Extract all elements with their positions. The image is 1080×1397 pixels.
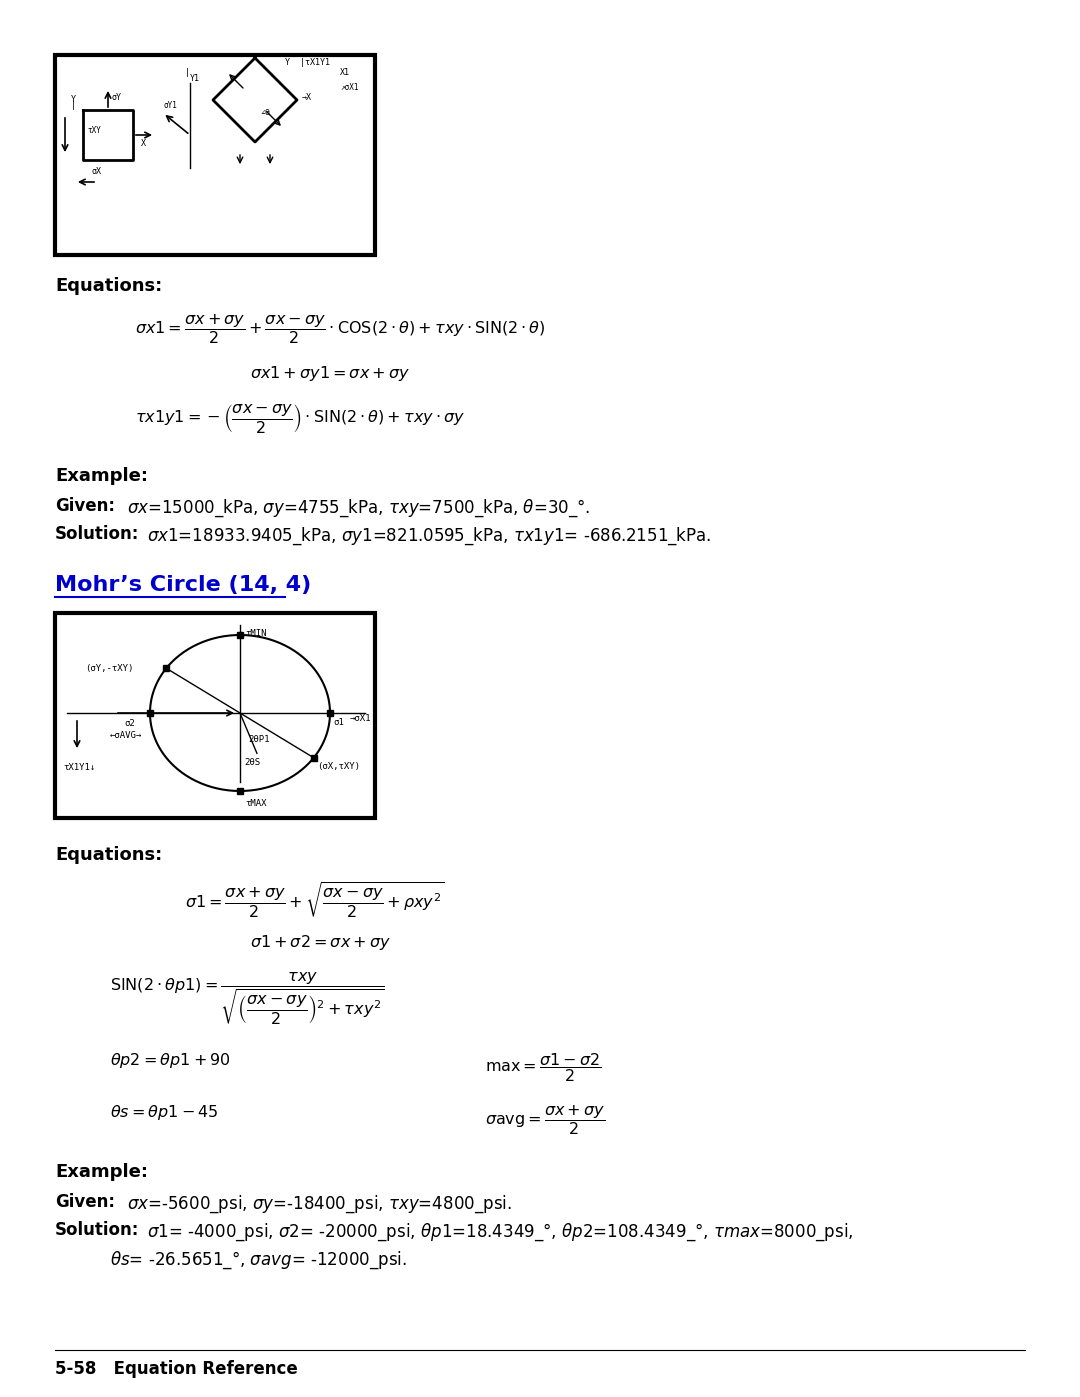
Text: EXIT: EXIT [312, 799, 334, 809]
Text: Given:: Given: [55, 497, 114, 515]
Text: 5-58   Equation Reference: 5-58 Equation Reference [55, 1361, 298, 1377]
Text: ∠θ: ∠θ [260, 108, 270, 117]
Text: VARS: VARS [164, 799, 186, 809]
Text: VARS: VARS [164, 236, 186, 246]
Text: →X: →X [302, 94, 312, 102]
Bar [55, 54, 375, 256]
Text: EQN: EQN [117, 236, 133, 246]
Text: Solution:: Solution: [55, 1221, 139, 1239]
Text: (σX,τXY): (σX,τXY) [316, 761, 360, 771]
Text: σX: σX [91, 168, 102, 176]
Text: $\sigma 1$= -4000_psi, $\sigma 2$= -20000_psi, $\theta p1$=18.4349_°, $\theta p2: $\sigma 1$= -4000_psi, $\sigma 2$= -2000… [147, 1221, 853, 1242]
Text: Y  |τX1Y1: Y |τX1Y1 [285, 59, 330, 67]
Text: $\mathrm{SIN}(2\cdot\theta p1)=\dfrac{\tau xy}{\sqrt{\left(\dfrac{\sigma x-\sigm: $\mathrm{SIN}(2\cdot\theta p1)=\dfrac{\t… [110, 971, 384, 1028]
Text: |: | [71, 101, 76, 110]
Bar [152, 793, 198, 814]
Text: 2θS: 2θS [244, 759, 260, 767]
Text: $\theta s$= -26.5651_°, $\sigma avg$= -12000_psi.: $\theta s$= -26.5651_°, $\sigma avg$= -1… [110, 1249, 407, 1270]
Text: $\theta s=\theta p1-45$: $\theta s=\theta p1-45$ [110, 1104, 218, 1122]
Text: $\sigma x1+\sigma y1=\sigma x+\sigma y$: $\sigma x1+\sigma y1=\sigma x+\sigma y$ [249, 365, 410, 383]
Text: $\sigma 1+\sigma 2=\sigma x+\sigma y$: $\sigma 1+\sigma 2=\sigma x+\sigma y$ [249, 933, 391, 951]
Text: τX1Y1↓: τX1Y1↓ [63, 763, 95, 773]
Bar [203, 231, 239, 251]
Text: σ2: σ2 [124, 719, 135, 728]
Text: σY1: σY1 [163, 101, 177, 110]
Bar [303, 231, 343, 251]
Text: $\sigma x1 = \dfrac{\sigma x+\sigma y}{2}+\dfrac{\sigma x-\sigma y}{2}\cdot\math: $\sigma x1 = \dfrac{\sigma x+\sigma y}{2… [135, 312, 545, 346]
Bar [243, 793, 299, 814]
Text: (σY,-τXY): (σY,-τXY) [85, 664, 133, 673]
Text: →σX1: →σX1 [350, 714, 372, 724]
Bar [243, 231, 299, 251]
Text: τXY: τXY [87, 126, 100, 136]
Text: SOLV: SOLV [68, 236, 90, 246]
Bar [59, 231, 99, 251]
Text: Example:: Example: [55, 1162, 148, 1180]
Text: $\tau x1y1=-\left(\dfrac{\sigma x-\sigma y}{2}\right)\cdot\mathrm{SIN}(2\cdot\th: $\tau x1y1=-\left(\dfrac{\sigma x-\sigma… [135, 402, 465, 434]
Text: Y1: Y1 [190, 74, 200, 82]
Text: X1: X1 [340, 68, 350, 77]
Text: $\theta p2=\theta p1+90$: $\theta p2=\theta p1+90$ [110, 1051, 231, 1070]
Text: SOLV: SOLV [68, 799, 90, 809]
Text: |: | [185, 68, 190, 77]
Text: PIC: PIC [213, 799, 229, 809]
Text: $\sigma\mathrm{avg}=\dfrac{\sigma x+\sigma y}{2}$: $\sigma\mathrm{avg}=\dfrac{\sigma x+\sig… [485, 1104, 605, 1137]
Bar [103, 231, 147, 251]
Text: ↗σX1: ↗σX1 [340, 82, 359, 92]
Text: PIC: PIC [213, 236, 229, 246]
Text: EXIT: EXIT [312, 236, 334, 246]
Text: Y: Y [71, 95, 76, 103]
Text: $\sigma 1 = \dfrac{\sigma x+\sigma y}{2}+\sqrt{\dfrac{\sigma x-\sigma y}{2}+\rho: $\sigma 1 = \dfrac{\sigma x+\sigma y}{2}… [185, 882, 445, 921]
Text: $\sigma x$=-5600_psi, $\sigma y$=-18400_psi, $\tau xy$=4800_psi.: $\sigma x$=-5600_psi, $\sigma y$=-18400_… [127, 1193, 512, 1214]
Bar [55, 613, 375, 819]
Bar [152, 231, 198, 251]
Text: σY: σY [111, 94, 121, 102]
Text: $\mathrm{max}=\dfrac{\sigma 1-\sigma 2}{2}$: $\mathrm{max}=\dfrac{\sigma 1-\sigma 2}{… [485, 1051, 602, 1084]
Text: 2θP1: 2θP1 [248, 735, 270, 745]
Text: Mohr’s Circle (14, 4): Mohr’s Circle (14, 4) [55, 576, 311, 595]
Text: EQN: EQN [117, 799, 133, 809]
Text: $\sigma x$=15000_kPa, $\sigma y$=4755_kPa, $\tau xy$=7500_kPa, $\theta$=30_°.: $\sigma x$=15000_kPa, $\sigma y$=4755_kP… [127, 497, 591, 518]
Bar [55, 789, 375, 819]
Text: σ1: σ1 [333, 718, 343, 726]
Bar [103, 793, 147, 814]
Text: Given:: Given: [55, 1193, 114, 1211]
Bar [59, 793, 99, 814]
Text: $\sigma x1$=18933.9405_kPa, $\sigma y1$=821.0595_kPa, $\tau x1y1$= -686.2151_kPa: $\sigma x1$=18933.9405_kPa, $\sigma y1$=… [147, 525, 712, 546]
Text: Equations:: Equations: [55, 277, 162, 295]
Text: Example:: Example: [55, 467, 148, 485]
Text: Equations:: Equations: [55, 847, 162, 863]
Bar [55, 226, 375, 256]
Bar [303, 793, 343, 814]
Text: τMIN: τMIN [245, 629, 267, 638]
Bar [203, 793, 239, 814]
Text: τMAX: τMAX [245, 799, 267, 807]
Text: ←PICT: ←PICT [257, 236, 284, 246]
Text: ←σAVG→: ←σAVG→ [110, 731, 143, 740]
Text: ←PICT: ←PICT [257, 799, 284, 809]
Text: Solution:: Solution: [55, 525, 139, 543]
Text: X: X [141, 138, 146, 148]
